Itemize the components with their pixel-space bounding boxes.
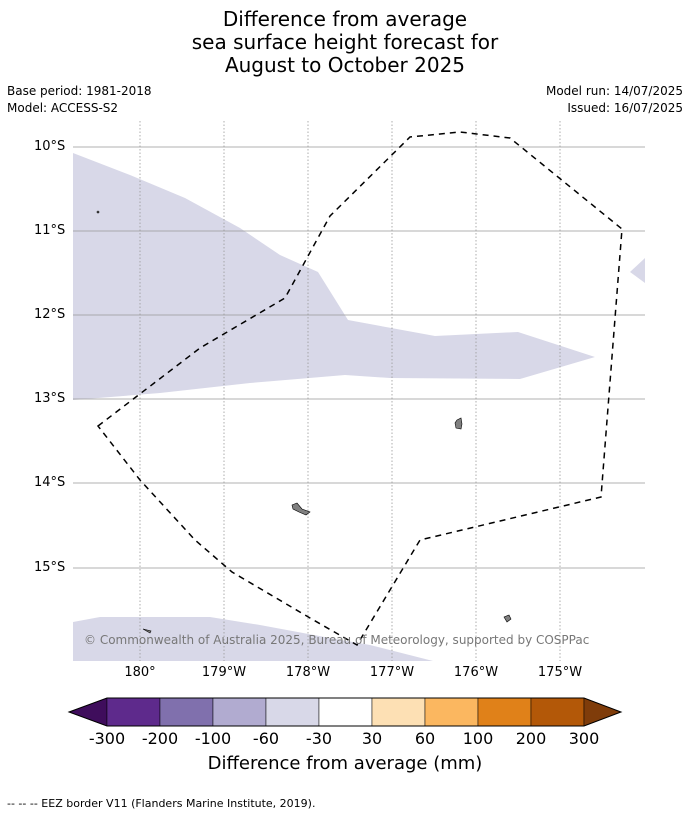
colorbar-box-3: [212, 697, 267, 727]
issued-text: Issued: 16/07/2025: [567, 101, 683, 115]
meta-right: Model run: 14/07/2025 Issued: 16/07/2025: [546, 83, 683, 117]
colorbar-box-2: [159, 697, 214, 727]
anomaly-region-south: [73, 617, 433, 661]
colorbar-extend-low: [68, 697, 108, 727]
colorbar-tick-7: 60: [414, 729, 436, 748]
islet-south-west: [142, 628, 152, 634]
map-title: Difference from average sea surface heig…: [0, 8, 690, 77]
colorbar-box-8: [477, 697, 532, 727]
colorbar-extend-high: [583, 697, 622, 727]
lat-label-11s: 11°S: [34, 223, 66, 238]
islands: [96, 210, 512, 634]
colorbar-tick-8: 100: [462, 729, 494, 748]
lat-label-10s: 10°S: [34, 139, 66, 154]
colorbar-tick-5: -30: [305, 729, 333, 748]
lat-label-12s: 12°S: [34, 307, 66, 322]
anomaly-region-main: [73, 153, 595, 400]
lon-label-180: 180°: [124, 665, 156, 680]
lon-label-176w: 176°W: [453, 665, 499, 680]
lon-label-178w: 178°W: [285, 665, 331, 680]
islet-north-west: [96, 210, 100, 214]
title-line-3: August to October 2025: [224, 53, 466, 77]
colorbar-box-6: [371, 697, 426, 727]
lon-label-175w: 175°W: [537, 665, 583, 680]
colorbar-tick-1: -300: [88, 729, 126, 748]
colorbar-tick-3: -100: [194, 729, 232, 748]
colorbar-tick-4: -60: [252, 729, 280, 748]
lon-label-177w: 177°W: [369, 665, 415, 680]
colorbar-box-7: [424, 697, 479, 727]
lat-label-14s: 14°S: [34, 475, 66, 490]
graticule: [73, 121, 645, 661]
base-period-text: Base period: 1981-2018: [7, 84, 152, 98]
colorbar-tick-6: 30: [361, 729, 383, 748]
colorbar-tick-10: 300: [568, 729, 600, 748]
colorbar-boxes: [68, 697, 622, 727]
copyright-notice: © Commonwealth of Australia 2025, Bureau…: [84, 633, 590, 647]
model-text: Model: ACCESS-S2: [7, 101, 119, 115]
colorbar-box-1: [106, 697, 161, 727]
colorbar-tick-2: -200: [141, 729, 179, 748]
colorbar-box-9: [530, 697, 585, 727]
title-line-1: Difference from average: [222, 7, 468, 31]
lat-label-13s: 13°S: [34, 391, 66, 406]
eez-border: [96, 131, 623, 647]
colorbar-box-4: [265, 697, 320, 727]
colorbar-box-5: [318, 697, 373, 727]
eez-legend-note: -- -- -- EEZ border V11 (Flanders Marine…: [7, 797, 316, 810]
model-run-text: Model run: 14/07/2025: [545, 84, 683, 98]
colorbar-title: Difference from average (mm): [207, 753, 483, 774]
island-north-east: [454, 417, 463, 430]
colorbar-outline: [67, 697, 623, 727]
island-south-east: [503, 614, 512, 623]
lat-label-15s: 15°S: [34, 560, 66, 575]
island-central: [291, 502, 311, 516]
colorbar-tick-9: 200: [515, 729, 547, 748]
title-line-2: sea surface height forecast for: [191, 30, 499, 54]
anomaly-field: [73, 153, 645, 661]
anomaly-region-east: [630, 258, 645, 283]
lon-label-179w: 179°W: [201, 665, 247, 680]
meta-left: Base period: 1981-2018 Model: ACCESS-S2: [7, 83, 152, 117]
